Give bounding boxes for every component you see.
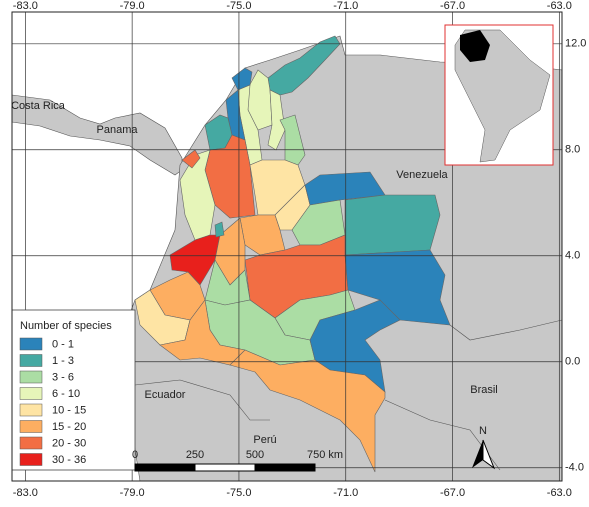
department (159, 299, 246, 366)
department (344, 194, 441, 256)
scale-label: 750 km (307, 449, 343, 461)
legend-label: 15 - 20 (52, 421, 86, 433)
x-tick-label: -75.0 (226, 487, 251, 499)
scale-segment (194, 463, 256, 472)
scale-bar: 0 250 500 750 km (132, 449, 343, 472)
x-tick-label: -71.0 (333, 0, 358, 12)
x-tick-label: -67.0 (440, 487, 465, 499)
legend-swatch (19, 403, 43, 417)
x-tick-label: -79.0 (120, 0, 145, 12)
inset (444, 24, 554, 166)
inset-colombia (460, 30, 490, 62)
y-tick-label: 12.0 (565, 38, 586, 50)
border (449, 319, 563, 341)
legend-label: 1 - 3 (52, 355, 74, 367)
legend: Number of species 0 - 1 1 - 3 3 - 6 6 - 10 1… (11, 309, 136, 471)
legend-swatch (19, 370, 43, 384)
legend-swatch (19, 453, 43, 466)
x-tick-label: -79.0 (120, 487, 145, 499)
legend-label: 30 - 36 (52, 454, 86, 466)
x-tick-label: -63.0 (547, 487, 572, 499)
department (229, 349, 386, 473)
country-label: Ecuador (145, 389, 186, 401)
x-tick-label: -71.0 (333, 487, 358, 499)
country-label: Brasil (470, 384, 498, 396)
scale-label: 500 (246, 449, 264, 461)
y-tick-label: 8.0 (565, 144, 580, 156)
legend-swatch (19, 387, 43, 400)
department (231, 67, 253, 91)
legend-swatch (19, 354, 43, 367)
y-tick-label: 4.0 (565, 250, 580, 262)
y-tick-label: 0.0 (565, 356, 580, 368)
scale-label: 250 (186, 449, 204, 461)
department (239, 214, 286, 256)
country-label: Perú (253, 434, 276, 446)
north-label: N (479, 425, 487, 437)
x-tick-label: -83.0 (13, 0, 38, 12)
arrow-half (482, 439, 496, 470)
inset-continent (454, 29, 551, 163)
x-tick-label: -63.0 (547, 0, 572, 12)
border (134, 379, 270, 421)
legend-swatch (19, 420, 43, 433)
legend-label: 3 - 6 (52, 371, 74, 383)
legend-label: 20 - 30 (52, 437, 86, 449)
legend-title: Number of species (20, 320, 112, 332)
department (214, 221, 225, 238)
departments (134, 35, 451, 473)
legend-swatch (19, 337, 43, 351)
y-tick-label: -4.0 (565, 462, 584, 474)
north-arrow: N (472, 425, 496, 470)
map-frame (11, 11, 563, 482)
arrow-half (472, 440, 483, 468)
x-tick-label: -67.0 (440, 0, 465, 12)
country-labels: Costa Rica Panama Venezuela Ecuador Perú… (11, 100, 498, 446)
country-label: Venezuela (396, 169, 448, 181)
department (181, 149, 201, 169)
department (179, 149, 216, 241)
legend-swatch (19, 436, 43, 450)
scale-label: 0 (132, 449, 138, 461)
country-label: Costa Rica (11, 100, 66, 112)
x-tick-label: -83.0 (13, 487, 38, 499)
legend-label: 6 - 10 (52, 388, 80, 400)
scale-segment (134, 463, 196, 472)
scale-segment (254, 463, 316, 472)
x-tick-label: -75.0 (226, 0, 251, 12)
country-label: Panama (97, 124, 139, 136)
legend-label: 10 - 15 (52, 404, 86, 416)
legend-label: 0 - 1 (52, 338, 74, 350)
